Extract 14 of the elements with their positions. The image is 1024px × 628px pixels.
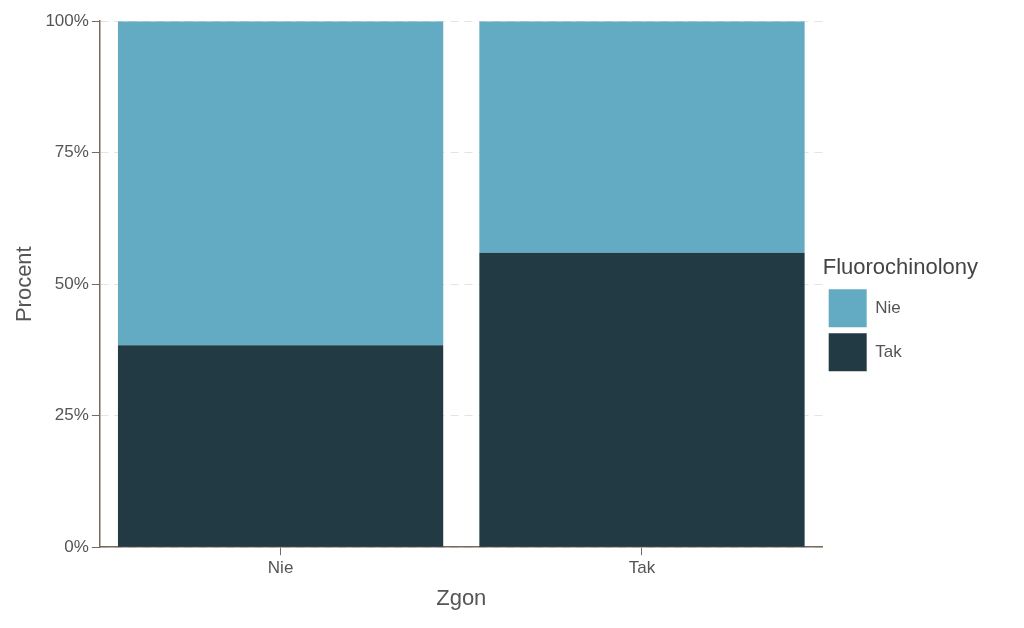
y-tick-label: 75% bbox=[54, 142, 89, 162]
bar bbox=[479, 21, 805, 253]
y-tick-label: 0% bbox=[64, 536, 89, 556]
legend-label: Tak bbox=[875, 341, 903, 361]
y-axis-title: Procent bbox=[11, 246, 37, 323]
y-tick-label: 100% bbox=[45, 10, 89, 30]
y-tick-label: 50% bbox=[54, 273, 89, 293]
bar bbox=[117, 21, 444, 346]
x-axis-title: Zgon bbox=[436, 584, 487, 610]
bar bbox=[117, 345, 444, 547]
bar bbox=[479, 252, 805, 547]
legend-title: Fluorochinolony bbox=[822, 253, 978, 279]
y-tick-label: 25% bbox=[54, 405, 89, 425]
legend-label: Nie bbox=[875, 297, 901, 317]
